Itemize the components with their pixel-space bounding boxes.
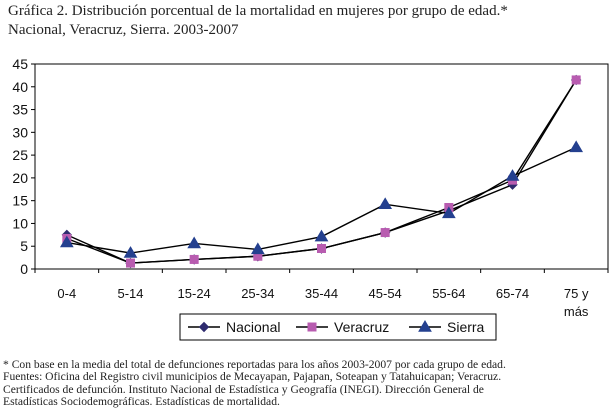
source-notes: * Con base en la media del total de defu… xyxy=(3,358,615,409)
y-tick-label: 45 xyxy=(12,56,28,72)
y-tick-label: 40 xyxy=(12,79,28,95)
data-point-veracruz xyxy=(189,254,199,264)
data-point-sierra xyxy=(314,229,329,242)
y-tick-label: 35 xyxy=(12,102,28,118)
data-point-sierra xyxy=(505,169,520,181)
legend-marker-nacional xyxy=(198,321,210,333)
chart-title-line-1: Gráfica 2. Distribución porcentual de la… xyxy=(8,3,508,19)
data-point-sierra xyxy=(123,246,138,258)
x-tick-label: 25-34 xyxy=(241,286,274,301)
y-tick-label: 25 xyxy=(12,147,28,163)
x-tick-label: 55-64 xyxy=(432,286,465,301)
note-line-2: Fuentes: Oficina del Registro civil muni… xyxy=(3,370,502,384)
y-tick-label: 30 xyxy=(12,124,28,140)
data-point-sierra xyxy=(441,206,456,219)
data-point-veracruz xyxy=(571,75,581,85)
x-tick-label: 45-54 xyxy=(369,286,402,301)
legend-label-sierra: Sierra xyxy=(447,319,485,335)
data-point-veracruz xyxy=(126,258,135,268)
x-tick-label: 15-24 xyxy=(178,286,211,301)
line-chart: 0 5 10 15 20 25 30 35 40 45 0-4 5-14 15-24 25-34 35-44… xyxy=(12,56,609,341)
data-point-sierra xyxy=(187,236,202,249)
legend xyxy=(179,313,497,341)
y-tick-label: 10 xyxy=(12,215,28,231)
note-line-4: Estadísticas Sociodemográficas. Estadíst… xyxy=(3,395,280,409)
legend-label-veracruz: Veracruz xyxy=(334,319,389,335)
data-point-veracruz xyxy=(317,244,326,253)
note-line-1: * Con base en la media del total de defu… xyxy=(3,358,506,371)
x-tick-label: 5-14 xyxy=(117,286,143,301)
data-point-sierra xyxy=(378,197,393,210)
chart-title: Gráfica 2. Distribución porcentual de la… xyxy=(8,2,612,40)
x-tick-label: 0-4 xyxy=(57,286,76,301)
x-tick-label: 65-74 xyxy=(496,286,529,301)
plot-area xyxy=(34,63,609,270)
data-point-veracruz xyxy=(380,228,390,238)
y-tick-label: 20 xyxy=(12,170,28,186)
legend-marker-sierra xyxy=(418,320,432,332)
y-tick-label: 0 xyxy=(20,261,28,277)
chart-title-line-2: Nacional, Veracruz, Sierra. 2003-2007 xyxy=(8,22,239,38)
x-tick-label: 75 y xyxy=(564,286,589,301)
legend-label-nacional: Nacional xyxy=(226,319,280,335)
y-tick-label: 15 xyxy=(12,193,28,209)
legend-marker-veracruz xyxy=(307,322,317,332)
x-tick-label-cont: más xyxy=(564,304,589,319)
note-line-3: Certificados de defunción. Instituto Nac… xyxy=(3,382,484,396)
x-tick-label: 35-44 xyxy=(305,286,338,301)
data-point-sierra xyxy=(250,242,265,255)
data-point-sierra xyxy=(59,235,74,248)
y-tick-label: 5 xyxy=(20,238,28,254)
data-point-sierra xyxy=(569,140,584,153)
